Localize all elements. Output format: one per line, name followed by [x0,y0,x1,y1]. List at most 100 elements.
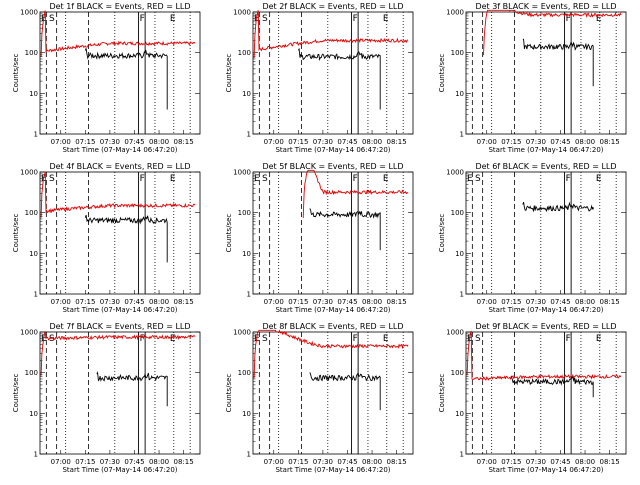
panel-4-xtick-label: 08:15 [174,298,194,306]
panel-3-events-line [522,38,594,87]
panel-7-xtick-label: 07:00 [51,458,71,466]
panel-3-xtick-label: 08:00 [575,138,595,146]
panel-8-marker-s: S [262,334,268,344]
panel-4-ytick-label: 1000 [20,169,38,177]
panel-3-title: Det 3f BLACK = Events, RED = LLD [475,2,616,11]
panel-2-xtick-label: 07:00 [264,138,284,146]
panel-2-xtick-label: 08:00 [362,138,382,146]
panel-5-xlabel: Start Time (07-May-14 06:47:20) [275,306,390,314]
panel-9-xtick-label: 07:45 [550,458,570,466]
panel-6-ytick-label: 100 [451,209,464,217]
panel-8-events-line [309,371,381,411]
panel-5-ylabel: Counts/sec [225,214,233,253]
panel-4-xlabel: Start Time (07-May-14 06:47:20) [62,306,177,314]
panel-6-xlabel: Start Time (07-May-14 06:47:20) [488,306,603,314]
panel-9-xtick-label: 08:15 [600,458,620,466]
panel-2-xtick-label: 07:45 [337,138,357,146]
panel-9-events-line [510,376,594,398]
panel-8-ytick-label: 10 [242,410,251,418]
panel-9-ytick-label: 10 [455,410,464,418]
panel-1-ytick-label: 100 [25,49,38,57]
panel-7-ytick-label: 1000 [20,329,38,337]
panel-3-ytick-label: 1 [460,131,464,139]
panel-1-ylabel: Counts/sec [12,54,20,93]
panel-8-ytick-label: 100 [238,369,251,377]
panel-4-lld-line [40,171,196,218]
panel-2-xtick-label: 08:15 [387,138,407,146]
panel-1-xtick-label: 07:30 [100,138,120,146]
panel-6-xtick-label: 07:30 [526,298,546,306]
panel-4-xtick-label: 07:00 [51,298,71,306]
panel-1-frame [39,11,201,135]
panel-7-title: Det 7f BLACK = Events, RED = LLD [49,322,190,331]
panel-4-xtick-label: 08:00 [149,298,169,306]
panel-4-marker-e-end: E [170,174,176,184]
panel-2-marker-s: S [262,14,268,24]
panel-7-lld-line [40,330,196,376]
panel-9-ytick-label: 100 [451,369,464,377]
panel-1-xtick-label: 07:45 [124,138,144,146]
panel-9-marker-s: S [475,334,481,344]
panel-5-ytick-label: 1 [247,291,251,299]
panel-4-marker-e: E [41,174,47,184]
panel-5-marker-s: S [262,174,268,184]
panel-6-events-line [522,201,594,213]
panel-2-frame [252,11,414,135]
panel-8-xtick-label: 07:45 [337,458,357,466]
panel-6-ylabel: Counts/sec [438,214,446,253]
panel-4-title: Det 4f BLACK = Events, RED = LLD [49,162,190,171]
panel-5-marker-e-end: E [383,174,389,184]
panel-2-events-line [297,47,381,110]
panel-4-xtick-label: 07:15 [75,298,95,306]
panel-7-xtick-label: 07:30 [100,458,120,466]
panel-2-ytick-label: 10 [242,90,251,98]
panel-7-marker-e-end: E [170,334,176,344]
panel-1-ytick-label: 1000 [20,9,38,17]
panel-1-ytick-label: 10 [29,90,38,98]
panel-2-marker-f: F [353,14,358,24]
panel-6-ytick-label: 1 [460,291,464,299]
panel-2-marker-e-end: E [383,14,389,24]
panel-5-marker-e: E [254,174,260,184]
panel-4-xtick-label: 07:30 [100,298,120,306]
panel-6-xtick-label: 07:00 [477,298,497,306]
panel-9-marker-e: E [467,334,473,344]
panel-8-xtick-label: 08:00 [362,458,382,466]
panel-2-title: Det 2f BLACK = Events, RED = LLD [262,2,403,11]
panel-9-marker-e-end: E [596,334,602,344]
panel-2-lld-line [253,10,409,59]
panel-7-xtick-label: 07:45 [124,458,144,466]
panel-2-ytick-label: 1000 [233,9,251,17]
panel-8-title: Det 8f BLACK = Events, RED = LLD [262,322,403,331]
panel-7-frame [39,331,201,455]
panel-8-xtick-label: 07:15 [288,458,308,466]
panel-3-ytick-label: 10 [455,90,464,98]
panel-8-ytick-label: 1000 [233,329,251,337]
panel-5-xtick-label: 08:15 [387,298,407,306]
panel-3-marker-e-end: E [596,14,602,24]
panel-6-xtick-label: 08:15 [600,298,620,306]
panel-8-marker-f: F [353,334,358,344]
panel-1-xtick-label: 08:15 [174,138,194,146]
panel-7-ytick-label: 1 [34,451,38,459]
panel-4-events-line [84,214,168,263]
panel-8-xtick-label: 07:00 [264,458,284,466]
panel-8-xlabel: Start Time (07-May-14 06:47:20) [275,466,390,474]
panel-7-xtick-label: 07:15 [75,458,95,466]
panel-8-xtick-label: 08:15 [387,458,407,466]
panel-9-ytick-label: 1 [460,451,464,459]
panel-7-ylabel: Counts/sec [12,374,20,413]
panel-3-xtick-label: 07:15 [501,138,521,146]
panel-6-title: Det 6f BLACK = Events, RED = LLD [475,162,616,171]
panel-7-xlabel: Start Time (07-May-14 06:47:20) [62,466,177,474]
panel-3-xtick-label: 07:00 [477,138,497,146]
panel-5-ytick-label: 1000 [233,169,251,177]
panel-8-marker-e-end: E [383,334,389,344]
panel-2-xlabel: Start Time (07-May-14 06:47:20) [275,146,390,154]
panel-1-events-line [84,48,168,110]
panel-9-ylabel: Counts/sec [438,374,446,413]
panel-6-frame [465,171,627,295]
panel-2-ytick-label: 100 [238,49,251,57]
panel-2-xtick-label: 07:30 [313,138,333,146]
